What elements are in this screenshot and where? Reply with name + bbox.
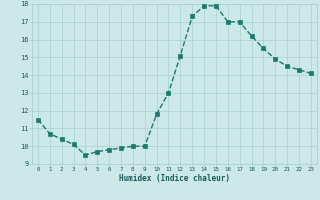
X-axis label: Humidex (Indice chaleur): Humidex (Indice chaleur) [119, 174, 230, 183]
